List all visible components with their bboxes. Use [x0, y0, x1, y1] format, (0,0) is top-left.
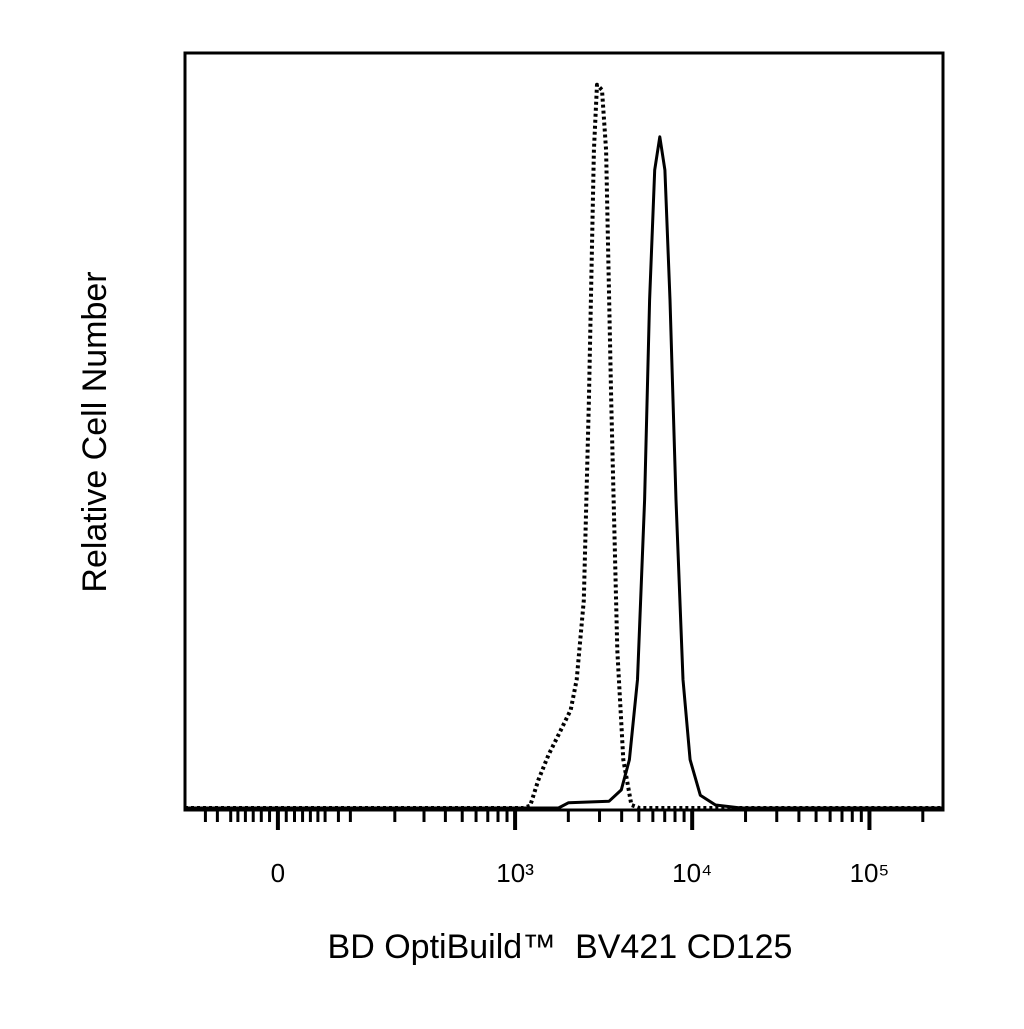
y-axis-label: Relative Cell Number — [76, 271, 114, 592]
x-tick-label: 10⁵ — [850, 858, 890, 888]
x-axis-label: BD OptiBuild™ BV421 CD125 — [328, 928, 793, 966]
histogram-line — [185, 82, 943, 810]
plot-frame — [183, 51, 945, 812]
x-tick-label: 0 — [271, 858, 285, 888]
x-tick-label: 10⁴ — [672, 858, 712, 888]
x-tick-label: 10³ — [496, 858, 534, 888]
histogram-line — [185, 135, 943, 810]
